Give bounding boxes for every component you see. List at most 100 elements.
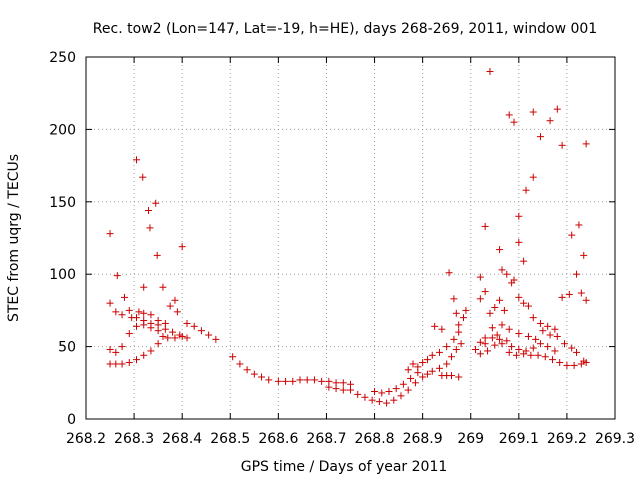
data-point bbox=[397, 392, 405, 400]
data-point bbox=[404, 386, 412, 394]
data-point bbox=[551, 325, 559, 333]
axes: 268.2 268.3 268.4 268.5 268.6 268.7 268.8 268.9… bbox=[49, 50, 635, 447]
data-point bbox=[325, 383, 333, 391]
data-point bbox=[481, 334, 489, 342]
data-point bbox=[558, 141, 566, 149]
data-point bbox=[481, 288, 489, 296]
data-point bbox=[147, 324, 155, 332]
data-point bbox=[318, 377, 326, 385]
data-point bbox=[120, 293, 128, 301]
data-point bbox=[536, 133, 544, 141]
data-point bbox=[303, 376, 311, 384]
data-point bbox=[229, 353, 237, 361]
data-point bbox=[488, 334, 496, 342]
data-point bbox=[512, 351, 520, 359]
data-point bbox=[332, 385, 340, 393]
data-point bbox=[310, 376, 318, 384]
x-axis-label: GPS time / Days of year 2011 bbox=[241, 459, 448, 475]
x-tick-label: 269 bbox=[457, 431, 484, 447]
data-point bbox=[532, 335, 540, 343]
y-tick-label: 50 bbox=[58, 340, 76, 356]
data-point bbox=[515, 330, 523, 338]
data-point bbox=[399, 380, 407, 388]
data-point bbox=[582, 296, 590, 304]
data-point bbox=[498, 321, 506, 329]
data-point bbox=[166, 302, 174, 310]
data-point bbox=[498, 266, 506, 274]
data-point bbox=[443, 343, 451, 351]
data-point bbox=[546, 117, 554, 125]
data-point bbox=[496, 296, 504, 304]
data-point bbox=[476, 350, 484, 358]
data-point bbox=[551, 347, 559, 355]
data-point bbox=[154, 317, 162, 325]
data-point bbox=[505, 111, 513, 119]
data-point bbox=[546, 331, 554, 339]
x-tick-label: 268.8 bbox=[354, 431, 394, 447]
data-point bbox=[147, 311, 155, 319]
data-point bbox=[383, 399, 391, 407]
data-point bbox=[515, 212, 523, 220]
data-point bbox=[476, 338, 484, 346]
data-point bbox=[409, 360, 417, 368]
data-point bbox=[527, 351, 535, 359]
y-tick-label: 250 bbox=[49, 50, 76, 66]
data-point bbox=[500, 306, 508, 314]
data-point bbox=[520, 350, 528, 358]
data-point bbox=[534, 351, 542, 359]
data-point bbox=[491, 304, 499, 312]
data-point bbox=[132, 356, 140, 364]
data-point bbox=[460, 314, 468, 322]
data-point bbox=[205, 331, 213, 339]
data-point bbox=[159, 332, 167, 340]
data-point bbox=[154, 340, 162, 348]
data-point bbox=[536, 319, 544, 327]
data-point bbox=[169, 328, 177, 336]
data-point bbox=[570, 361, 578, 369]
data-point bbox=[529, 108, 537, 116]
data-point bbox=[455, 321, 463, 329]
data-point bbox=[282, 377, 290, 385]
y-tick-label: 100 bbox=[49, 267, 76, 283]
data-point bbox=[452, 345, 460, 353]
data-point bbox=[390, 396, 398, 404]
data-point bbox=[419, 359, 427, 367]
data-point bbox=[565, 290, 573, 298]
plot-frame bbox=[85, 56, 616, 420]
data-point bbox=[106, 230, 114, 238]
y-tick-label: 0 bbox=[67, 412, 76, 428]
data-point bbox=[476, 273, 484, 281]
data-point bbox=[258, 373, 266, 381]
data-point bbox=[496, 335, 504, 343]
data-point bbox=[455, 328, 463, 336]
data-point bbox=[289, 377, 297, 385]
data-point bbox=[447, 353, 455, 361]
data-point bbox=[508, 343, 516, 351]
data-point bbox=[573, 270, 581, 278]
data-point bbox=[568, 231, 576, 239]
data-point bbox=[515, 345, 523, 353]
data-point bbox=[520, 257, 528, 265]
chart-title: Rec. tow2 (Lon=147, Lat=-19, h=HE), days… bbox=[93, 21, 597, 37]
data-point bbox=[145, 206, 153, 214]
data-point bbox=[146, 224, 154, 232]
x-tick-label: 268.2 bbox=[66, 431, 106, 447]
data-point bbox=[529, 344, 537, 352]
x-tick-label: 268.5 bbox=[210, 431, 250, 447]
data-point bbox=[132, 322, 140, 330]
data-point bbox=[147, 347, 155, 355]
data-point bbox=[140, 283, 148, 291]
data-point bbox=[368, 396, 376, 404]
data-point bbox=[563, 361, 571, 369]
data-point bbox=[118, 360, 126, 368]
x-tick-label: 268.7 bbox=[306, 431, 346, 447]
data-point bbox=[250, 370, 258, 378]
data-point bbox=[486, 67, 494, 75]
data-point bbox=[544, 343, 552, 351]
data-point bbox=[243, 366, 251, 374]
data-point bbox=[553, 105, 561, 113]
data-point bbox=[524, 332, 532, 340]
data-point bbox=[435, 348, 443, 356]
data-point bbox=[164, 334, 172, 342]
